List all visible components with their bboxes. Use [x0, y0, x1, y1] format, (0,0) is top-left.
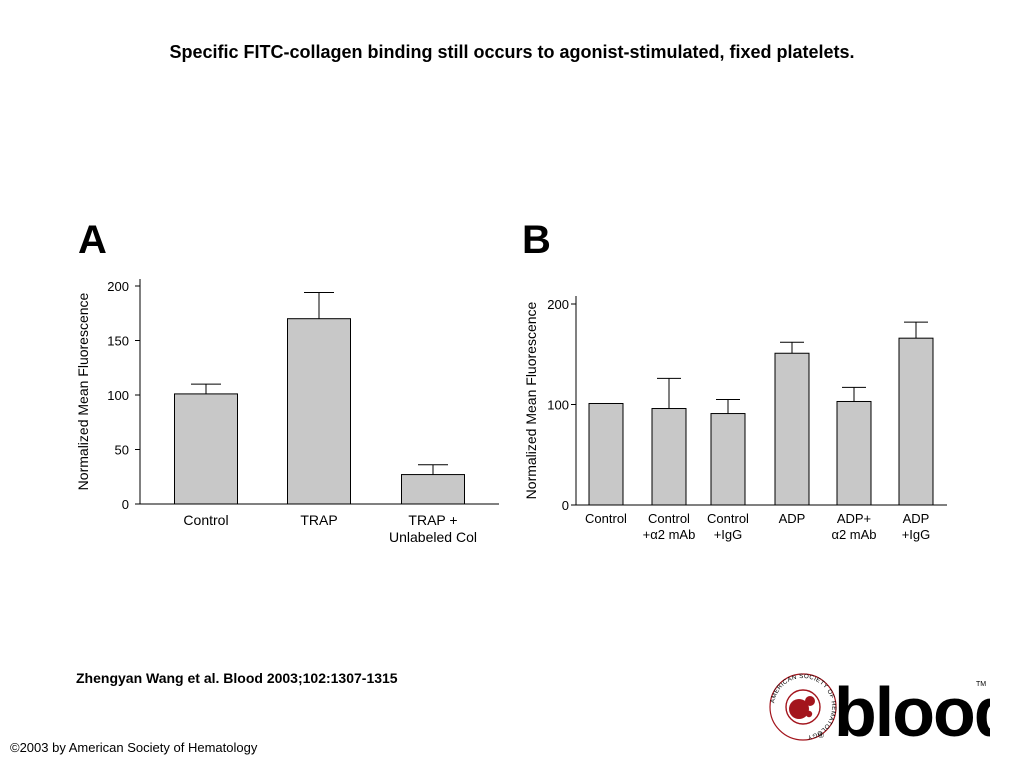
blood-journal-logo: AMERICAN SOCIETY OF HEMATOLOGY blood TM …: [769, 673, 990, 742]
blood-cell-icon: [789, 699, 809, 719]
x-tick-label-3: TRAP +: [408, 512, 457, 528]
x-tick-label-3: Unlabeled Col: [389, 529, 477, 545]
y-tick-label: 150: [107, 334, 129, 349]
y-axis-label: Normalized Mean Fluorescence: [523, 301, 539, 499]
y-tick-label: 50: [115, 443, 129, 458]
y-axis-label: Normalized Mean Fluorescence: [75, 292, 91, 490]
x-tick-label-6: ADP: [903, 511, 930, 526]
x-tick-label-2: +α2 mAb: [643, 527, 696, 542]
panel-b-label: B: [522, 218, 551, 262]
logo-registered: ®: [818, 731, 824, 740]
x-tick-label-4: ADP: [779, 511, 806, 526]
bar-5: [836, 400, 872, 506]
seal-outer-ring-icon: [769, 673, 837, 741]
bar-1: [174, 393, 238, 505]
y-tick-label: 200: [547, 297, 569, 312]
blood-cell-small-icon: [805, 696, 815, 706]
slide-title: Specific FITC-collagen binding still occ…: [169, 42, 855, 62]
x-tick-label-3: Control: [707, 511, 749, 526]
x-tick-label-2: TRAP: [300, 512, 337, 528]
y-tick-label: 200: [107, 279, 129, 294]
bar-2: [651, 408, 687, 506]
y-tick-label: 100: [107, 388, 129, 403]
bar-6: [898, 337, 934, 506]
x-tick-label-3: +IgG: [714, 527, 743, 542]
copyright: ©2003 by American Society of Hematology: [10, 740, 258, 755]
y-tick-label: 100: [547, 398, 569, 413]
x-tick-label-1: Control: [585, 511, 627, 526]
citation: Zhengyan Wang et al. Blood 2003;102:1307…: [76, 670, 398, 686]
x-tick-label-5: α2 mAb: [831, 527, 876, 542]
bar-3: [710, 413, 746, 506]
bar-1: [588, 402, 624, 506]
bar-2: [287, 318, 351, 505]
blood-cell-tiny-icon: [805, 710, 813, 718]
y-tick-label: 0: [562, 498, 569, 513]
x-tick-label-6: +IgG: [902, 527, 931, 542]
logo-tm: TM: [976, 681, 986, 688]
x-tick-label-5: ADP+: [837, 511, 871, 526]
y-tick-label: 0: [122, 497, 129, 512]
bar-4: [774, 352, 810, 506]
x-tick-label-1: Control: [183, 512, 228, 528]
bar-3: [401, 474, 465, 505]
panel-a-label: A: [78, 218, 107, 262]
logo-wordmark: blood: [834, 673, 990, 742]
x-tick-label-2: Control: [648, 511, 690, 526]
